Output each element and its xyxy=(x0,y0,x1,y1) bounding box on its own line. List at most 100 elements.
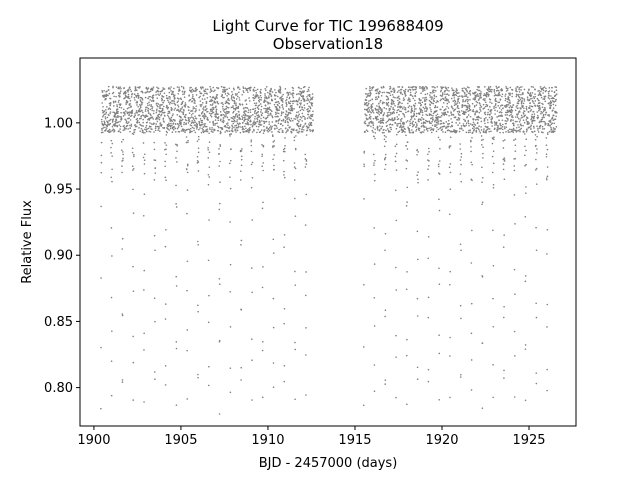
data-point xyxy=(412,120,414,123)
data-point xyxy=(447,119,450,122)
data-point xyxy=(373,263,376,265)
data-point xyxy=(209,91,211,93)
data-point xyxy=(482,138,484,141)
data-point xyxy=(501,115,503,117)
data-point xyxy=(543,121,546,123)
data-point xyxy=(498,107,501,109)
data-point xyxy=(458,130,461,133)
data-point xyxy=(251,219,254,221)
data-point xyxy=(504,104,506,107)
data-point xyxy=(522,102,525,105)
data-point xyxy=(513,330,516,333)
data-point xyxy=(240,366,243,369)
data-point xyxy=(282,101,284,103)
data-point xyxy=(300,102,302,104)
data-point xyxy=(277,130,279,133)
data-point xyxy=(248,117,251,120)
data-point xyxy=(514,293,516,295)
data-point xyxy=(387,129,390,132)
data-point xyxy=(130,105,132,108)
data-point xyxy=(184,102,187,104)
data-point xyxy=(472,109,475,111)
data-point xyxy=(213,129,216,131)
data-point xyxy=(476,116,478,118)
data-point xyxy=(446,105,448,108)
data-point xyxy=(409,131,411,134)
data-point xyxy=(269,109,272,112)
data-point xyxy=(371,129,374,132)
data-point xyxy=(260,114,263,117)
data-point xyxy=(196,88,198,91)
data-point xyxy=(474,98,476,101)
data-point xyxy=(142,125,145,127)
data-point xyxy=(487,128,490,130)
data-point xyxy=(304,117,306,119)
data-point xyxy=(220,118,222,121)
data-point xyxy=(434,123,436,126)
data-point xyxy=(212,96,215,99)
data-point xyxy=(534,93,536,96)
data-point xyxy=(463,118,465,121)
data-point xyxy=(401,117,403,120)
data-point xyxy=(436,113,439,116)
data-point xyxy=(209,128,211,131)
data-point xyxy=(525,119,528,121)
data-point xyxy=(387,119,390,122)
data-point xyxy=(226,110,228,113)
data-point xyxy=(281,99,284,102)
data-point xyxy=(114,113,117,116)
data-point xyxy=(132,212,135,214)
data-point xyxy=(256,88,259,91)
data-point xyxy=(178,131,181,133)
data-point xyxy=(149,99,151,101)
data-point xyxy=(429,94,431,96)
data-point xyxy=(476,121,479,124)
data-point xyxy=(225,112,227,114)
data-point xyxy=(210,110,212,113)
data-point xyxy=(456,107,459,109)
data-point xyxy=(146,128,148,130)
data-point xyxy=(251,131,254,133)
data-point xyxy=(418,127,421,130)
data-point xyxy=(195,94,198,96)
data-point xyxy=(295,114,298,116)
data-point xyxy=(100,205,102,208)
data-point xyxy=(413,113,416,116)
data-point xyxy=(446,125,448,128)
data-point xyxy=(173,94,176,97)
data-point xyxy=(549,119,552,122)
data-point xyxy=(378,113,381,116)
data-point xyxy=(406,186,409,189)
data-point xyxy=(226,126,228,129)
data-point xyxy=(221,102,224,104)
data-point xyxy=(243,112,246,115)
data-point xyxy=(141,91,144,94)
data-point xyxy=(234,115,237,117)
data-point xyxy=(371,102,374,105)
data-point xyxy=(550,102,552,105)
data-point xyxy=(373,227,376,229)
data-point xyxy=(431,90,434,93)
data-point xyxy=(101,127,103,130)
data-point xyxy=(413,104,416,107)
data-point xyxy=(261,165,263,168)
data-point xyxy=(188,120,191,123)
data-point xyxy=(480,144,483,146)
data-point xyxy=(462,104,464,107)
data-point xyxy=(540,90,542,93)
data-point xyxy=(283,233,286,236)
data-point xyxy=(385,107,388,110)
data-point xyxy=(522,92,524,95)
data-point xyxy=(480,106,483,108)
x-tick-label: 1920 xyxy=(425,433,458,448)
data-point xyxy=(383,134,386,137)
data-point xyxy=(530,117,533,119)
data-point xyxy=(185,114,187,116)
data-point xyxy=(172,113,174,115)
data-point xyxy=(423,107,426,110)
data-point xyxy=(499,131,501,134)
data-point xyxy=(219,181,221,184)
data-point xyxy=(257,107,259,109)
data-point xyxy=(415,126,418,128)
data-point xyxy=(102,114,105,117)
